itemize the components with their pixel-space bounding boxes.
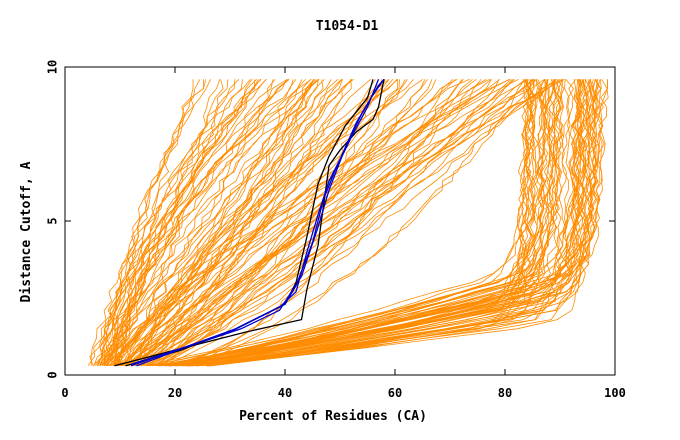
- model-curve-103: [138, 79, 311, 367]
- model-curve-63: [193, 79, 600, 367]
- model-curve-119: [118, 79, 376, 367]
- model-curve-102: [146, 78, 473, 367]
- model-curve-42: [167, 79, 557, 367]
- model-curve-170: [117, 78, 312, 366]
- model-curve-127: [114, 78, 390, 367]
- model-curve-90: [164, 78, 557, 367]
- model-curve-69: [151, 79, 560, 367]
- model-curve-96: [188, 79, 526, 367]
- model-curve-165: [120, 79, 320, 366]
- highlight-curve-4: [136, 78, 385, 367]
- y-axis-label: Distance Cutoff, A: [19, 161, 34, 302]
- x-tick-label-4: 80: [498, 386, 512, 400]
- model-curve-142: [96, 79, 332, 367]
- model-curve-33: [179, 79, 549, 367]
- model-curve-97: [131, 78, 501, 367]
- x-tick-label-0: 0: [61, 386, 68, 400]
- model-curve-158: [111, 79, 276, 367]
- model-curve-57: [194, 79, 571, 367]
- model-curve-147: [97, 79, 261, 366]
- model-curve-149: [107, 79, 303, 367]
- model-curve-174: [99, 79, 315, 366]
- model-curve-94: [105, 78, 492, 367]
- model-curve-45: [207, 79, 534, 367]
- x-tick-label-1: 20: [168, 386, 182, 400]
- model-curve-64: [187, 79, 598, 367]
- model-curve-167: [93, 79, 294, 367]
- model-curve-48: [170, 79, 592, 367]
- tick-layer: 0 20 40 60 80 100 0 5 10: [46, 60, 626, 400]
- model-curve-118: [101, 78, 519, 366]
- model-curve-117: [145, 79, 406, 367]
- model-curve-129: [117, 78, 510, 366]
- model-curve-132: [129, 79, 343, 367]
- x-tick-label-3: 60: [388, 386, 402, 400]
- model-curve-172: [98, 79, 221, 367]
- model-curve-139: [130, 79, 318, 367]
- x-tick-label-5: 100: [604, 386, 626, 400]
- model-curve-166: [87, 79, 267, 367]
- model-curve-17: [166, 79, 608, 367]
- model-curve-65: [189, 79, 535, 367]
- model-curve-68: [188, 79, 537, 367]
- model-curve-66: [170, 79, 551, 367]
- model-curve-137: [158, 79, 514, 367]
- model-curve-13: [184, 79, 591, 367]
- model-curve-150: [107, 79, 274, 366]
- model-curve-126: [129, 79, 537, 367]
- model-curve-171: [113, 78, 288, 366]
- model-curve-130: [141, 78, 561, 367]
- highlight-curve-0: [114, 79, 385, 367]
- y-tick-label-1: 5: [46, 217, 60, 224]
- model-curve-122: [143, 79, 382, 367]
- model-curve-75: [114, 79, 342, 366]
- series-layer: [87, 78, 609, 367]
- model-curve-29: [209, 79, 548, 367]
- model-curve-121: [139, 79, 394, 367]
- model-curve-164: [99, 79, 224, 366]
- model-curve-95: [146, 78, 563, 367]
- model-curve-53: [146, 79, 535, 367]
- model-curve-70: [125, 79, 343, 367]
- model-curve-125: [138, 78, 529, 367]
- model-curve-18: [206, 79, 586, 367]
- model-curve-31: [195, 79, 589, 367]
- model-curve-138: [135, 79, 319, 367]
- model-curve-116: [138, 78, 371, 366]
- model-curve-123: [151, 78, 526, 367]
- chart-title: T1054-D1: [316, 19, 379, 34]
- y-tick-label-2: 10: [46, 60, 60, 74]
- model-curve-156: [115, 79, 194, 366]
- highlight-layer: [114, 78, 385, 367]
- model-curve-169: [89, 79, 257, 366]
- model-curve-59: [186, 79, 530, 367]
- model-curve-168: [122, 79, 229, 367]
- model-curve-135: [121, 79, 352, 367]
- model-curve-131: [131, 78, 353, 366]
- model-curve-107: [149, 79, 426, 367]
- model-curve-34: [207, 79, 576, 367]
- model-curve-104: [136, 78, 354, 367]
- model-curve-51: [190, 79, 554, 367]
- model-curve-157: [113, 79, 253, 366]
- model-curve-133: [125, 79, 437, 367]
- model-curve-112: [141, 79, 400, 367]
- model-curve-173: [102, 79, 251, 367]
- model-curve-60: [183, 79, 563, 367]
- model-curve-161: [115, 79, 207, 366]
- model-curve-62: [164, 79, 549, 367]
- x-axis-label: Percent of Residues (CA): [239, 409, 427, 424]
- x-tick-label-2: 40: [278, 386, 292, 400]
- model-curve-67: [169, 79, 582, 367]
- model-curve-105: [133, 79, 464, 367]
- model-curve-85: [104, 78, 510, 366]
- model-curve-128: [156, 79, 492, 367]
- model-curve-56: [175, 79, 595, 367]
- y-tick-label-0: 0: [46, 371, 60, 378]
- model-curve-111: [141, 78, 458, 367]
